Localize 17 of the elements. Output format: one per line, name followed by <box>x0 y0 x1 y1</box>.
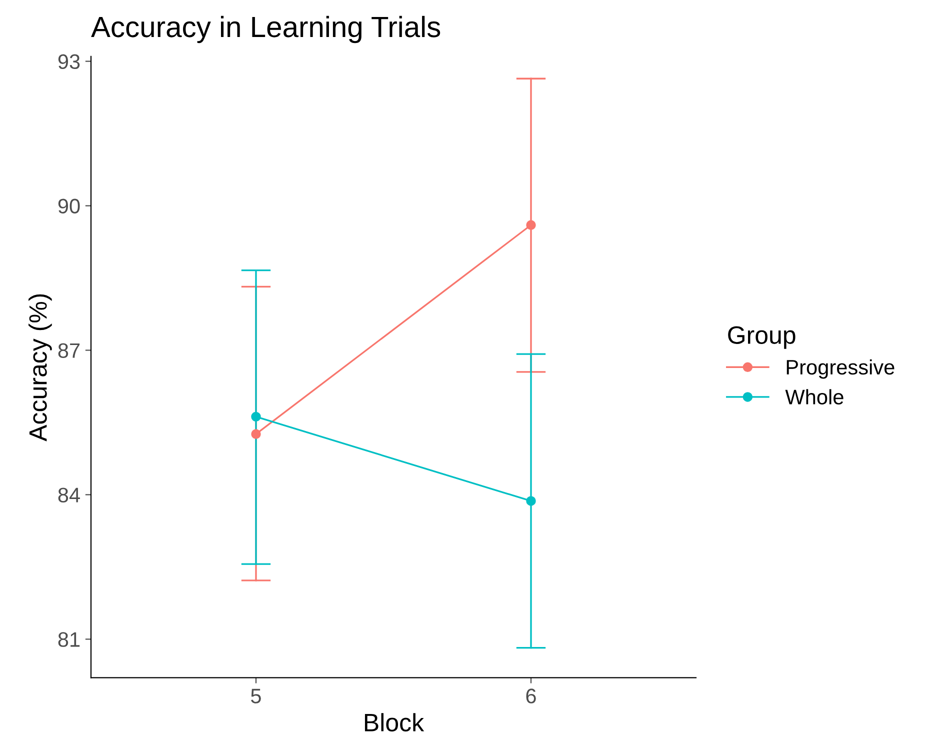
x-tick-label: 5 <box>251 688 261 704</box>
y-tick-label: 81 <box>58 632 80 647</box>
point <box>526 496 536 506</box>
legend-label: Whole <box>785 389 844 404</box>
point <box>526 220 536 230</box>
y-tick-label: 87 <box>58 343 80 358</box>
legend-title: Group <box>728 326 796 349</box>
y-tick-label: 93 <box>58 54 80 70</box>
chart-title: Accuracy in Learning Trials <box>91 16 440 44</box>
x-tick-label: 6 <box>526 688 536 704</box>
point <box>251 429 261 439</box>
y-tick-label: 90 <box>58 198 80 214</box>
x-axis-title: Block <box>364 713 424 732</box>
legend-label: Progressive <box>786 359 894 379</box>
point <box>251 412 261 422</box>
y-tick-label: 84 <box>58 488 80 502</box>
y-axis-title: Accuracy (%) <box>28 294 52 442</box>
